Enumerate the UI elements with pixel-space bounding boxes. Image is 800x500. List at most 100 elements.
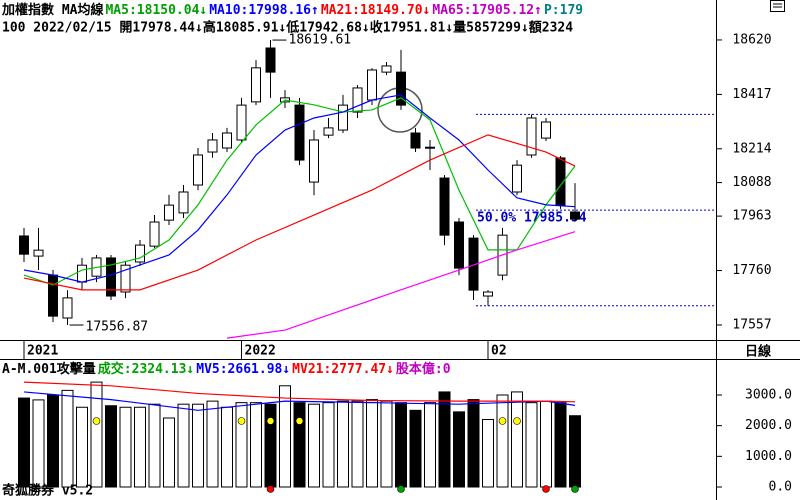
candle-body	[338, 104, 348, 131]
signal-dot	[542, 485, 550, 493]
volume-header: A-M.001攻擊量 成交:2324.13↓ MV5:2661.98↓ MV21:27…	[2, 361, 451, 377]
volume-bar	[221, 406, 233, 488]
header-segment: 股本億:0	[396, 361, 451, 377]
candle-body	[178, 191, 189, 214]
candle-body	[120, 264, 131, 293]
x-tick-label: 2021	[27, 344, 58, 359]
volume-bar	[438, 391, 451, 488]
candle-body	[323, 127, 334, 136]
period-label: 日線	[745, 344, 772, 360]
volume-bar	[366, 399, 378, 488]
volume-bar	[192, 403, 204, 488]
header-segment: MV21:2777.47↓	[292, 362, 394, 377]
candle-body	[62, 297, 73, 319]
header-segment: A-M.001攻擊量	[2, 361, 96, 377]
fib-label: 50.0% 17985.54	[477, 211, 587, 226]
header-segment: MA21:18149.70↓	[321, 3, 431, 18]
volume-bar	[409, 409, 422, 488]
volume-bar	[235, 402, 248, 488]
volume-bar	[148, 403, 161, 488]
candle-body	[439, 177, 450, 236]
footer: 奇狐勝券 v5.2	[2, 483, 93, 499]
header-line: 100 2022/02/15 開17978.44↓高18085.91↓低1794…	[2, 20, 573, 36]
headers: 加權指數 MA均線 MA5:18150.04↓ MA10:17998.16↑ MA21…	[1, 2, 583, 499]
candle-body	[106, 257, 116, 297]
candle-body	[48, 274, 58, 317]
volume-bar	[105, 405, 117, 488]
header-segment: MA65:17905.12↑	[432, 3, 542, 18]
volume-bar	[395, 402, 407, 488]
ma-line	[23, 97, 576, 286]
header-line: 加權指數 MA均線 MA5:18150.04↓ MA10:17998.16↑ MA21…	[1, 2, 583, 18]
signal-dot	[498, 417, 507, 425]
y-tick-label: 18620	[732, 32, 771, 47]
signal-dot	[266, 485, 275, 493]
candle-body	[367, 69, 377, 101]
y-tick-label: 0.0	[769, 479, 792, 494]
candle-body	[512, 164, 522, 193]
y-tick-label: 17760	[732, 263, 771, 278]
candle-body	[425, 146, 435, 149]
volume-bar	[119, 406, 132, 488]
candle-body	[381, 65, 392, 73]
volume-bar	[250, 402, 262, 488]
volume-bar	[293, 402, 306, 488]
volume-bar	[511, 391, 523, 488]
candle-body	[265, 47, 276, 73]
header-segment: 成交:2324.13↓	[98, 361, 194, 377]
candle-body	[251, 67, 261, 103]
candle-body	[236, 104, 247, 141]
signal-dot	[295, 417, 304, 425]
candle-body	[193, 154, 203, 186]
candle-body	[526, 117, 537, 156]
volume-bar	[76, 406, 88, 488]
volume-bar	[525, 402, 538, 488]
candle-body	[541, 121, 551, 139]
volume-bar	[206, 400, 219, 488]
header-segment: MV5:2661.98↓	[196, 362, 290, 377]
header-segment: MA10:17998.16↑	[209, 3, 319, 18]
volume-bar	[424, 402, 436, 488]
candle-body	[77, 264, 87, 283]
window-icon[interactable]	[770, 0, 785, 12]
y-tick-label: 17963	[732, 209, 771, 224]
candle-body	[309, 139, 319, 183]
signal-dot	[266, 417, 275, 425]
high-annotation: 18619.61	[289, 33, 352, 48]
candle-body	[33, 249, 44, 257]
candle-body	[19, 235, 29, 255]
axes: 17557 17760 17963 18088 18214 18417 18620 0.0 10…	[716, 32, 792, 494]
volume-bar	[569, 415, 581, 488]
volume-bar	[467, 399, 480, 488]
volume-bar	[308, 403, 320, 488]
volume-bar	[134, 406, 146, 488]
candle-body	[555, 157, 566, 206]
candle-body	[207, 139, 218, 153]
ma-line	[23, 94, 576, 283]
volume-bar	[554, 402, 567, 488]
y-tick-label: 2000.0	[745, 418, 792, 433]
plot-area: 2021 2022 02 50.0% 17985.54 18619.61 17556.87	[18, 33, 716, 493]
header-segment: MA5:18150.04↓	[105, 3, 207, 18]
y-tick-label: 18214	[732, 141, 771, 156]
volume-bar	[32, 399, 45, 488]
ma-line	[23, 381, 576, 403]
volume-bar	[61, 389, 74, 488]
y-tick-label: 18088	[732, 175, 771, 190]
volume-bar	[90, 381, 103, 488]
header-segment: 加權指數 MA均線	[1, 2, 104, 18]
signal-dot	[397, 485, 405, 493]
candle-body	[483, 291, 493, 297]
candle-body	[222, 132, 232, 149]
volume-bar	[496, 394, 509, 488]
y-tick-label: 17557	[732, 317, 771, 332]
y-tick-label: 3000.0	[745, 387, 792, 402]
volume-bar	[380, 400, 393, 488]
candle-body	[135, 244, 145, 263]
y-tick-label: 18417	[732, 87, 771, 102]
signal-dot	[92, 417, 101, 425]
volume-bar	[540, 400, 552, 488]
candle-body	[294, 104, 305, 161]
volume-bar	[351, 400, 364, 488]
candle-body	[468, 237, 479, 291]
